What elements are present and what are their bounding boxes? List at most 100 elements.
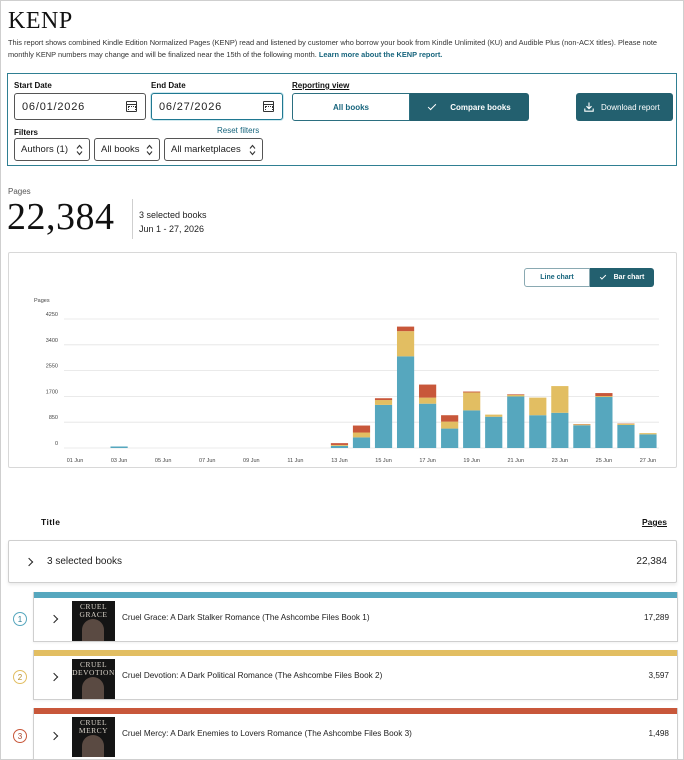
bar-segment[interactable]: [463, 392, 481, 411]
bar-segment[interactable]: [374, 400, 393, 405]
bar-segment[interactable]: [529, 415, 547, 448]
reset-filters-link[interactable]: Reset filters: [217, 126, 260, 135]
bar-segment[interactable]: [352, 432, 371, 438]
bar-segment[interactable]: [396, 331, 415, 357]
calendar-icon[interactable]: [263, 101, 274, 112]
bar-segment[interactable]: [330, 444, 349, 446]
pages-column-header[interactable]: Pages: [641, 517, 667, 527]
bar-segment[interactable]: [551, 412, 569, 448]
x-tick-label: 25 Jun: [596, 458, 613, 464]
x-tick-label: 15 Jun: [375, 458, 392, 464]
bar-segment[interactable]: [551, 386, 569, 413]
books-value: All books: [101, 144, 140, 155]
book-color-bar: [34, 708, 677, 714]
bar-segment[interactable]: [463, 410, 481, 448]
book-color-bar: [34, 592, 677, 598]
book-row[interactable]: CRUEL MERCY Cruel Mercy: A Dark Enemies …: [33, 708, 678, 760]
bar-segment[interactable]: [352, 425, 371, 433]
start-date-label: Start Date: [14, 81, 52, 90]
start-date-field[interactable]: 06/01/2026: [14, 93, 146, 120]
kenp-bar-chart: Pages 4250 3400 2550 1700 850 0 01 Jun 03 Jun 05 …: [34, 298, 659, 464]
bar-segment[interactable]: [396, 356, 415, 448]
bar-segment[interactable]: [441, 415, 459, 422]
rank-badge: 2: [13, 670, 27, 684]
bar-segment[interactable]: [573, 425, 591, 448]
bar-segment[interactable]: [463, 391, 481, 393]
bar-segment[interactable]: [419, 397, 437, 404]
description-text: This report shows combined Kindle Editio…: [8, 38, 658, 59]
bar-segment[interactable]: [374, 404, 393, 448]
book-cover: CRUEL GRACE: [72, 601, 115, 641]
bar-segment[interactable]: [529, 397, 547, 416]
bar-chart-toggle[interactable]: Bar chart: [590, 268, 654, 287]
bar-segment[interactable]: [595, 397, 613, 448]
end-date-field[interactable]: 06/27/2026: [151, 93, 283, 120]
book-row[interactable]: CRUEL DEVOTION Cruel Devotion: A Dark Po…: [33, 650, 678, 700]
bar-segment[interactable]: [441, 428, 459, 448]
sort-arrows-icon: [76, 144, 83, 156]
selected-books-text: 3 selected books: [139, 210, 207, 220]
bar-segment[interactable]: [595, 396, 613, 398]
cover-art: [82, 677, 104, 699]
report-description: This report shows combined Kindle Editio…: [8, 37, 678, 61]
marketplaces-dropdown[interactable]: All marketplaces: [164, 138, 263, 161]
bar-segment[interactable]: [507, 396, 525, 448]
page-title: KENP: [8, 8, 73, 34]
chevron-right-icon[interactable]: [24, 557, 34, 567]
chevron-right-icon[interactable]: [49, 672, 59, 682]
total-pages-value: 22,384: [7, 196, 115, 238]
title-column-header[interactable]: Title: [41, 517, 61, 527]
x-tick-label: 01 Jun: [67, 458, 84, 464]
book-title: Cruel Grace: A Dark Stalker Romance (The…: [122, 613, 370, 622]
chevron-right-icon[interactable]: [49, 614, 59, 624]
bar-segment[interactable]: [617, 424, 635, 448]
learn-more-link[interactable]: Learn more about the KENP report.: [318, 50, 443, 59]
bar-segment[interactable]: [485, 416, 503, 448]
authors-dropdown[interactable]: Authors (1): [14, 138, 90, 161]
summary-divider: [132, 199, 133, 239]
x-tick-label: 11 Jun: [287, 458, 303, 464]
books-dropdown[interactable]: All books: [94, 138, 160, 161]
book-title: Cruel Mercy: A Dark Enemies to Lovers Ro…: [122, 729, 412, 738]
bar-segment[interactable]: [639, 433, 657, 435]
bar-segment[interactable]: [617, 423, 635, 425]
bar-segment[interactable]: [352, 437, 371, 448]
y-tick-label: 850: [49, 415, 58, 421]
compare-books-view-button[interactable]: Compare books: [410, 93, 529, 121]
summary-row-value: 22,384: [636, 556, 667, 567]
bar-segment[interactable]: [507, 394, 525, 397]
bar-segment[interactable]: [396, 326, 415, 332]
bar-segment[interactable]: [419, 384, 437, 398]
bar-segment[interactable]: [595, 393, 613, 397]
bar-segment[interactable]: [441, 421, 459, 429]
authors-value: Authors (1): [21, 144, 68, 155]
bar-segment[interactable]: [374, 398, 393, 401]
calendar-icon[interactable]: [126, 101, 137, 112]
y-axis-label: Pages: [34, 298, 50, 304]
chevron-right-icon[interactable]: [49, 731, 59, 741]
bar-segment[interactable]: [573, 424, 591, 426]
bar-segment[interactable]: [110, 446, 128, 448]
bar-segment[interactable]: [639, 434, 657, 448]
selected-books-summary-row[interactable]: 3 selected books 22,384: [8, 540, 677, 583]
bar-segment[interactable]: [507, 394, 525, 395]
x-tick-label: 21 Jun: [508, 458, 525, 464]
reporting-view-label: Reporting view: [292, 81, 350, 90]
line-chart-toggle[interactable]: Line chart: [524, 268, 590, 287]
y-tick-label: 1700: [46, 389, 58, 395]
bar-segment[interactable]: [485, 414, 503, 417]
bar-segment[interactable]: [419, 403, 437, 448]
download-report-button[interactable]: Download report: [576, 93, 673, 121]
bar-segment[interactable]: [330, 443, 349, 445]
all-books-label: All books: [332, 102, 369, 112]
bar-chart-label: Bar chart: [613, 274, 645, 281]
book-color-bar: [34, 650, 677, 656]
book-cover: CRUEL DEVOTION: [72, 659, 115, 699]
summary-row-label: 3 selected books: [47, 556, 123, 567]
all-books-view-button[interactable]: All books: [292, 93, 410, 121]
bar-segment[interactable]: [330, 445, 349, 448]
pages-label: Pages: [8, 187, 31, 196]
y-tick-label: 2550: [46, 364, 58, 370]
cover-title: CRUEL DEVOTION: [72, 660, 115, 677]
book-row[interactable]: CRUEL GRACE Cruel Grace: A Dark Stalker …: [33, 592, 678, 642]
